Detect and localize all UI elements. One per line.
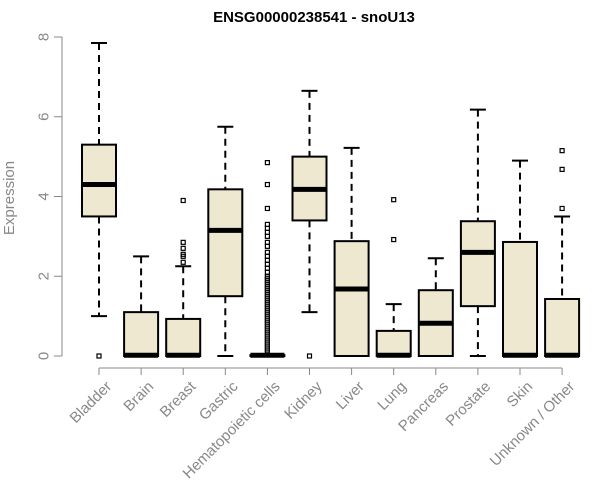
outlier-point	[180, 259, 186, 265]
y-axis: 0 2 4 6 8	[36, 33, 63, 360]
box-group	[544, 148, 581, 358]
box-group	[123, 255, 160, 358]
category-label: Lung	[374, 378, 410, 414]
outlier-point	[264, 160, 270, 166]
category-label: Prostate	[443, 378, 495, 430]
box	[502, 240, 538, 358]
y-tick-label: 4	[36, 192, 53, 200]
box-group	[249, 160, 286, 358]
outlier-point	[391, 236, 397, 243]
box	[544, 297, 581, 358]
box	[459, 220, 496, 308]
outlier-point	[264, 239, 270, 245]
outlier-point	[180, 197, 186, 204]
y-tick-label: 0	[36, 352, 53, 360]
box-group	[502, 159, 538, 358]
box-group	[165, 197, 202, 358]
box-group	[81, 41, 117, 359]
box-group	[459, 108, 496, 357]
outlier-point	[306, 353, 313, 359]
box	[207, 188, 244, 298]
box-group	[291, 89, 328, 359]
outlier-point	[264, 205, 270, 212]
y-axis-label: Expression	[1, 161, 18, 235]
outlier-point	[264, 181, 270, 188]
outlier-point	[559, 166, 565, 172]
outlier-point	[559, 205, 565, 212]
outlier-point	[559, 148, 565, 154]
box	[81, 143, 117, 218]
box	[375, 329, 412, 358]
box-group	[207, 125, 244, 357]
y-tick-label: 8	[36, 33, 53, 41]
outlier-point	[264, 221, 270, 228]
boxes	[81, 41, 581, 359]
box	[333, 240, 370, 357]
box-group	[417, 257, 454, 357]
chart-title: ENSG00000238541 - snoU13	[213, 9, 415, 26]
box-group	[333, 146, 370, 357]
category-label: Skin	[504, 378, 537, 411]
box-group	[375, 197, 412, 358]
y-tick-label: 6	[36, 113, 53, 121]
y-tick-label: 2	[36, 272, 53, 280]
outlier-point	[264, 249, 270, 255]
category-label: Kidney	[281, 378, 326, 423]
outlier-point	[180, 245, 186, 251]
outlier-point	[180, 239, 186, 245]
category-label: Bladder	[67, 378, 116, 427]
category-label: Breast	[157, 378, 200, 421]
category-label: Brain	[120, 378, 157, 415]
category-label: Liver	[333, 378, 368, 413]
box	[123, 311, 160, 358]
outlier-point	[96, 353, 102, 359]
outlier-point	[180, 251, 186, 257]
outlier-point	[391, 197, 397, 203]
box	[165, 317, 202, 358]
